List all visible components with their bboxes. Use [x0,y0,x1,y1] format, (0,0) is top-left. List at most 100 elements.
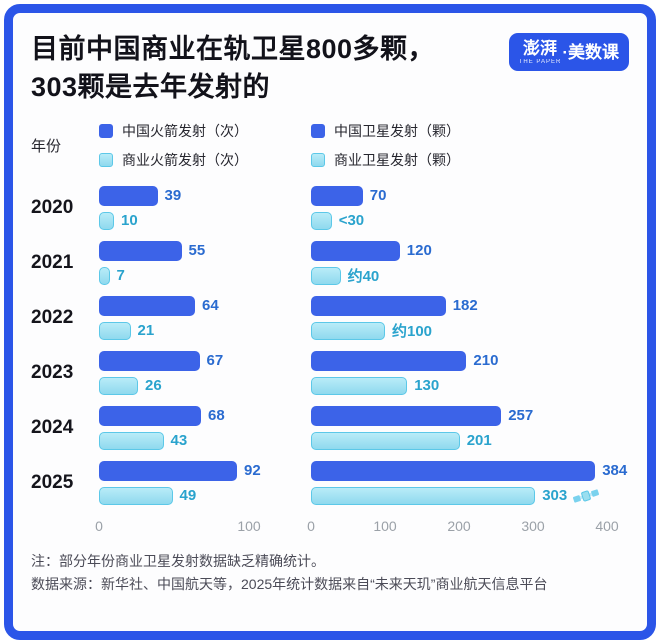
chart-row-2022: 2022 64 21 182 约100 [31,295,629,341]
satellite-chart-cell: 210 130 [311,350,629,396]
year-label: 2025 [31,472,74,494]
footnote-line-1: 注：部分年份商业卫星发射数据缺乏精确统计。 [31,552,325,569]
legend-label: 商业火箭发射（次） [122,151,248,168]
bar-value-label: 约40 [347,268,380,286]
commercial-satellite-bar-2024 [311,431,460,450]
china-satellite-bar-2024 [311,405,502,426]
bar-row: 70 [311,185,629,206]
satellite-chart-cell: 70 <30 [311,185,629,231]
legend-label: 中国卫星发射（颗） [334,122,460,139]
bar-row: 7 [99,266,311,286]
x-axis-ticks-row: 0 100 0 100 200 300 400 [31,516,629,536]
commercial-rocket-bar-2020 [99,211,114,230]
legend-label: 中国火箭发射（次） [122,122,248,139]
bar-value-label: 67 [206,352,224,370]
bar-row: 67 [99,350,311,371]
bar-row: 约40 [311,266,629,286]
legend: 年份 中国火箭发射（次） 商业火箭发射（次） 中国卫星发射（颗） 商业卫星发射（… [31,121,629,170]
rocket-chart-cell: 55 7 [99,240,311,286]
bar-row: 39 [99,185,311,206]
legend-swatch-light-icon [99,152,113,167]
year-label: 2021 [31,252,74,274]
bar-row: <30 [311,211,629,231]
commercial-rocket-bar-2024 [99,431,164,450]
satellite-chart-cell: 257 201 [311,405,629,451]
rocket-chart-cell: 64 21 [99,295,311,341]
satellite-chart-cell: 182 约100 [311,295,629,341]
year-label: 2022 [31,307,74,329]
bar-chart-rows: 2020 39 10 70 <30 2021 55 7 120 约40 2022 64 21 182 约10… [31,185,629,536]
china-satellite-bar-2022 [311,295,446,316]
bar-value-label: 7 [116,267,125,285]
china-satellite-bar-2025 [311,460,596,481]
satellite-icon [573,488,600,503]
bar-value-label: 68 [208,407,225,425]
footnote-line-2: 数据来源：新华社、中国航天等，2025年统计数据来自“未来天玑”商业航天信息平台 [31,576,548,593]
satellite-chart-cell: 120 约40 [311,240,629,286]
commercial-satellite-bar-2021 [311,266,341,285]
rocket-chart-cell: 67 26 [99,350,311,396]
axis-tick: 300 [521,517,545,534]
bar-value-label: 120 [406,242,432,260]
bar-row: 303 [311,486,629,506]
bar-value-label: 70 [369,187,387,205]
bar-value-label: 64 [202,297,219,315]
bar-row: 120 [311,240,629,261]
legend-group-satellites: 中国卫星发射（颗） 商业卫星发射（颗） [311,121,629,170]
bar-value-label: 49 [179,487,197,505]
china-rocket-bar-2022 [99,295,195,316]
china-satellite-bar-2023 [311,350,467,371]
chart-row-2020: 2020 39 10 70 <30 [31,185,629,231]
bar-value-label: 303 [542,487,568,505]
bar-row: 130 [311,376,629,396]
bar-row: 43 [99,431,311,451]
bar-row: 210 [311,350,629,371]
axis-tick: 100 [237,517,261,534]
bar-value-label: 55 [188,242,206,260]
thepaper-logo: 澎湃 THE PAPER ·美数课 [508,33,629,71]
bar-value-label: 39 [164,187,182,205]
commercial-satellite-bar-2020 [311,211,332,230]
rocket-chart-cell: 68 43 [99,405,311,451]
china-satellite-bar-2021 [311,240,400,261]
china-rocket-bar-2024 [99,405,201,426]
china-rocket-bar-2025 [99,460,237,481]
bar-row: 257 [311,405,629,426]
infographic-frame: 目前中国商业在轨卫星800多颗， 303颗是去年发射的 澎湃 THE PAPER… [4,4,656,640]
bar-value-label: 26 [145,377,162,395]
bar-row: 10 [99,211,311,231]
rocket-chart-cell: 39 10 [99,185,311,231]
commercial-satellite-bar-2025 [311,486,536,505]
satellite-chart-cell: 384 303 [311,460,629,506]
bar-value-label: 182 [452,297,478,315]
axis-tick: 200 [447,517,471,534]
bar-value-label: 384 [602,462,628,480]
commercial-rocket-bar-2022 [99,321,131,340]
bar-row: 49 [99,486,311,506]
commercial-rocket-bar-2023 [99,376,138,395]
header: 目前中国商业在轨卫星800多颗， 303颗是去年发射的 澎湃 THE PAPER… [31,31,629,107]
chart-row-2025: 2025 92 49 384 303 [31,460,629,506]
chart-row-2023: 2023 67 26 210 130 [31,350,629,396]
bar-row: 201 [311,431,629,451]
logo-brand-cn: 澎湃 [523,38,558,58]
bar-value-label: <30 [338,212,365,230]
bar-value-label: 92 [244,462,261,480]
legend-swatch-dark-icon [311,123,325,138]
logo-brand-en: THE PAPER [518,58,562,65]
y-axis-label: 年份 [31,137,62,155]
page-title: 目前中国商业在轨卫星800多颗， 303颗是去年发射的 [31,31,435,107]
legend-label: 商业卫星发射（颗） [334,151,460,168]
logo-brand: 澎湃 THE PAPER [519,40,562,65]
rocket-axis: 0 100 [95,516,311,536]
bar-row: 64 [99,295,311,316]
bar-row: 26 [99,376,311,396]
bar-value-label: 21 [137,322,155,340]
footnotes: 注：部分年份商业卫星发射数据缺乏精确统计。 数据来源：新华社、中国航天等，202… [31,550,629,598]
chart-row-2021: 2021 55 7 120 约40 [31,240,629,286]
year-label: 2023 [31,362,74,384]
china-rocket-bar-2021 [99,240,182,261]
bar-row: 约100 [311,321,629,341]
logo-product-name: ·美数课 [562,42,619,62]
legend-group-rockets: 中国火箭发射（次） 商业火箭发射（次） [99,121,311,170]
